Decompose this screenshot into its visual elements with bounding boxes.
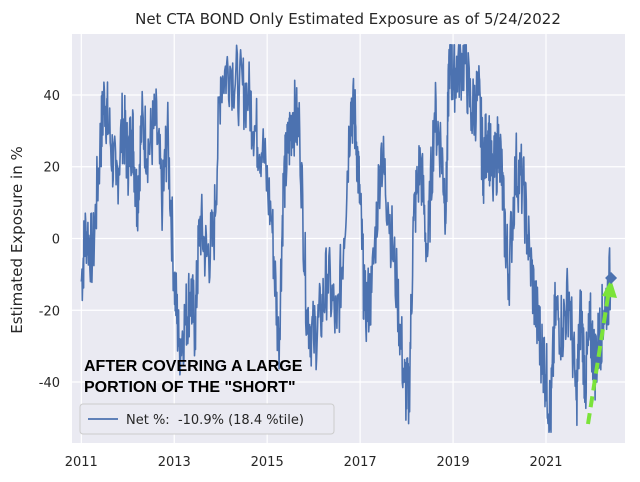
x-tick-label: 2013 bbox=[158, 455, 191, 470]
x-tick-label: 2015 bbox=[251, 455, 284, 470]
legend-label: Net %: -10.9% (18.4 %tile) bbox=[126, 413, 304, 428]
y-tick-label: 20 bbox=[43, 161, 60, 176]
y-tick-label: -40 bbox=[39, 376, 60, 391]
x-tick-label: 2021 bbox=[529, 455, 562, 470]
annotation-line-2: PORTION OF THE "SHORT" bbox=[84, 379, 296, 396]
annotation-line-1: AFTER COVERING A LARGE bbox=[84, 358, 303, 375]
trend-arrow bbox=[586, 289, 611, 425]
legend-box bbox=[79, 403, 335, 435]
y-tick-labels: -40 -20 0 20 40 bbox=[39, 89, 60, 391]
y-tick-label: -20 bbox=[39, 304, 60, 319]
legend: Net %: -10.9% (18.4 %tile) bbox=[79, 403, 335, 435]
last-value-marker bbox=[605, 271, 618, 284]
chart-title: Net CTA BOND Only Estimated Exposure as … bbox=[135, 10, 561, 28]
x-tick-label: 2017 bbox=[344, 455, 377, 470]
y-tick-label: 0 bbox=[52, 233, 60, 248]
trend-arrow-head bbox=[602, 279, 617, 298]
x-tick-label: 2019 bbox=[437, 455, 470, 470]
x-tick-labels: 2011 2013 2015 2017 2019 2021 bbox=[65, 455, 563, 470]
y-tick-label: 40 bbox=[43, 89, 60, 104]
series-line bbox=[80, 44, 612, 433]
y-axis-label: Estimated Exposure in % bbox=[8, 146, 26, 333]
x-tick-label: 2011 bbox=[65, 455, 98, 470]
